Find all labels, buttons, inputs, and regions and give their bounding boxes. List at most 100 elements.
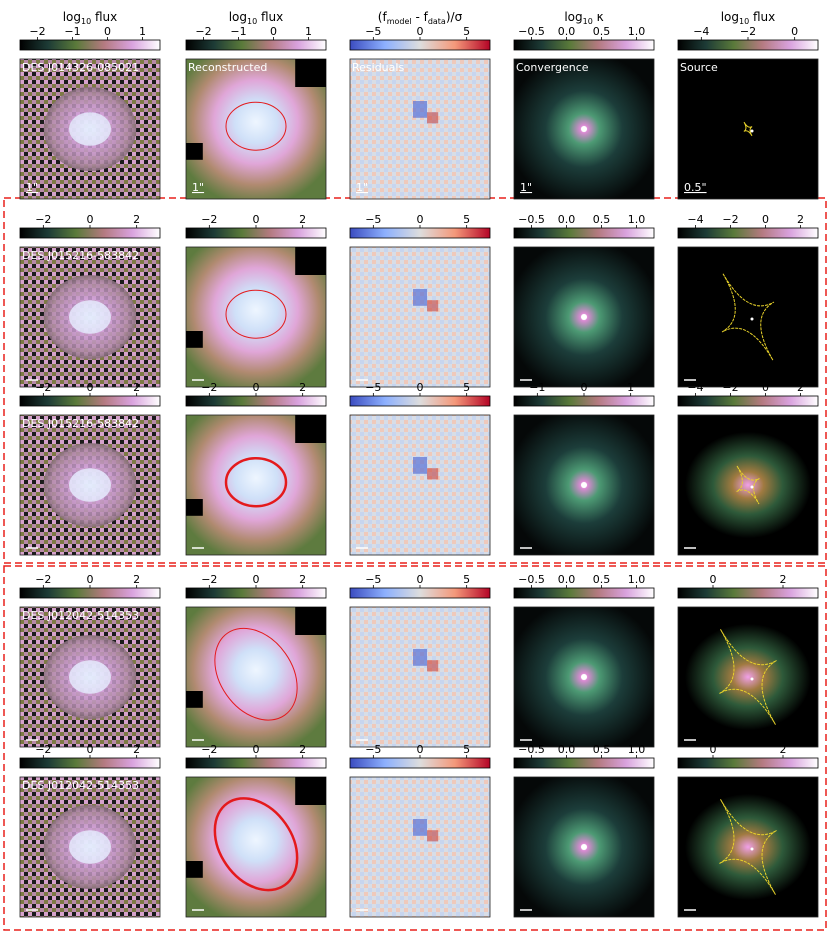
panel-r4-c0: −2 0 2 DES J012042-514353 [19, 743, 161, 918]
panel-r2-c2: −5 0 5 [349, 381, 491, 556]
critical-curve [224, 456, 288, 508]
colorbar [19, 227, 161, 239]
critical-curve [225, 289, 287, 339]
scale-label: 0.5" [684, 181, 707, 194]
colorbar-tick-label: 1.0 [628, 25, 646, 38]
colorbar-tick-label: −5 [365, 743, 381, 756]
colorbar-tick-label: −2 [35, 573, 51, 586]
colorbar-tick-label: 0 [417, 25, 424, 38]
colorbar-tick-label: 0 [581, 381, 588, 394]
column-header-2: (fmodel - fdata)/σ [378, 10, 463, 26]
colorbar-tick-label: 0.0 [558, 25, 576, 38]
colorbar-tick-label: −4 [693, 25, 709, 38]
panel-r0-c3: −0.5 0.0 0.5 1.0 Convergence 1" [513, 25, 655, 200]
image [349, 414, 491, 556]
critical-curve [214, 627, 298, 721]
colorbar-tick-label: 5 [463, 381, 470, 394]
colorbar-tick-label: 2 [780, 743, 787, 756]
scale-label: 1" [356, 181, 368, 194]
colorbar [19, 587, 161, 599]
panel-r1-c0: −2 0 2 DES J015216-583842 [19, 213, 161, 388]
colorbar [677, 757, 819, 769]
colorbar [513, 39, 655, 51]
colorbar-tick-label: 0 [417, 743, 424, 756]
colorbar-tick-label: 2 [299, 743, 306, 756]
column-header-1: log10 flux [229, 10, 284, 26]
colorbar-tick-label: 2 [797, 213, 804, 226]
scale-label: 1" [26, 181, 38, 194]
colorbar-tick-label: −2 [722, 213, 738, 226]
colorbar [185, 757, 327, 769]
colorbar-tick-label: −2 [35, 743, 51, 756]
colorbar-tick-label: −4 [687, 213, 703, 226]
colorbar-tick-label: 2 [133, 573, 140, 586]
colorbar-tick-label: 0 [417, 573, 424, 586]
column-header-4: log10 flux [721, 10, 776, 26]
critical-curve [213, 797, 299, 892]
colorbar-tick-label: 0 [87, 381, 94, 394]
colorbar-tick-label: 0 [87, 213, 94, 226]
colorbar-tick-label: −2 [201, 213, 217, 226]
colorbar [185, 395, 327, 407]
panel-r0-c4: −4 −2 0 Source 0.5" [677, 25, 819, 200]
colorbar-tick-label: 0 [710, 743, 717, 756]
colorbar-tick-label: 2 [133, 381, 140, 394]
colorbar-tick-label: 0.0 [558, 213, 576, 226]
colorbar-tick-label: 5 [463, 213, 470, 226]
colorbar-tick-label: 0.5 [593, 25, 611, 38]
colorbar [185, 587, 327, 599]
image [349, 776, 491, 918]
colorbar-tick-label: −0.5 [518, 573, 545, 586]
panel-r2-c1: −2 0 2 [185, 381, 327, 556]
colorbar-tick-label: 2 [299, 213, 306, 226]
colorbar [513, 757, 655, 769]
column-header-3: log10 κ [564, 10, 603, 26]
colorbar-tick-label: 0 [253, 743, 260, 756]
colorbar [677, 587, 819, 599]
panel-tag: Residuals [352, 61, 404, 74]
colorbar-tick-label: −4 [687, 381, 703, 394]
colorbar-tick-label: 2 [133, 213, 140, 226]
colorbar-tick-label: 0.0 [558, 573, 576, 586]
panel-r4-c3: −0.5 0.0 0.5 1.0 [513, 743, 655, 918]
colorbar-tick-label: 0.5 [593, 743, 611, 756]
colorbar-tick-label: −2 [29, 25, 45, 38]
colorbar-tick-label: −0.5 [518, 25, 545, 38]
panel-r2-c0: −2 0 2 DES J015216-583842 [19, 381, 161, 556]
panel-r2-c3: −1 0 1 [513, 381, 655, 556]
colorbar-tick-label: −1 [64, 25, 80, 38]
colorbar [349, 757, 491, 769]
lens-name: DES J012042-514353 [22, 609, 139, 622]
image [349, 606, 491, 748]
colorbar [677, 39, 819, 51]
panel-tag: Reconstructed [188, 61, 267, 74]
colorbar-tick-label: 1 [139, 25, 146, 38]
colorbar-tick-label: 0.5 [593, 573, 611, 586]
image [677, 246, 819, 388]
panel-r1-c3: −0.5 0.0 0.5 1.0 [513, 213, 655, 388]
colorbar [513, 587, 655, 599]
colorbar [19, 39, 161, 51]
colorbar [19, 395, 161, 407]
colorbar-tick-label: −5 [365, 573, 381, 586]
colorbar-tick-label: 2 [133, 743, 140, 756]
panel-r1-c2: −5 0 5 [349, 213, 491, 388]
colorbar [677, 395, 819, 407]
image [349, 58, 491, 200]
caustic [719, 629, 777, 725]
colorbar [185, 39, 327, 51]
colorbar-tick-label: 0 [417, 213, 424, 226]
colorbar-tick-label: −2 [722, 381, 738, 394]
panel-r0-c2: −5 0 5 Residuals 1" [349, 25, 491, 200]
caustic [736, 465, 760, 505]
colorbar-tick-label: −5 [365, 213, 381, 226]
colorbar-tick-label: 0 [253, 213, 260, 226]
panel-r4-c2: −5 0 5 [349, 743, 491, 918]
panel-r3-c2: −5 0 5 [349, 573, 491, 748]
colorbar-tick-label: 1.0 [628, 213, 646, 226]
panel-r1-c1: −2 0 2 [185, 213, 327, 388]
colorbar-tick-label: 0 [791, 25, 798, 38]
panel-tag: Convergence [516, 61, 589, 74]
